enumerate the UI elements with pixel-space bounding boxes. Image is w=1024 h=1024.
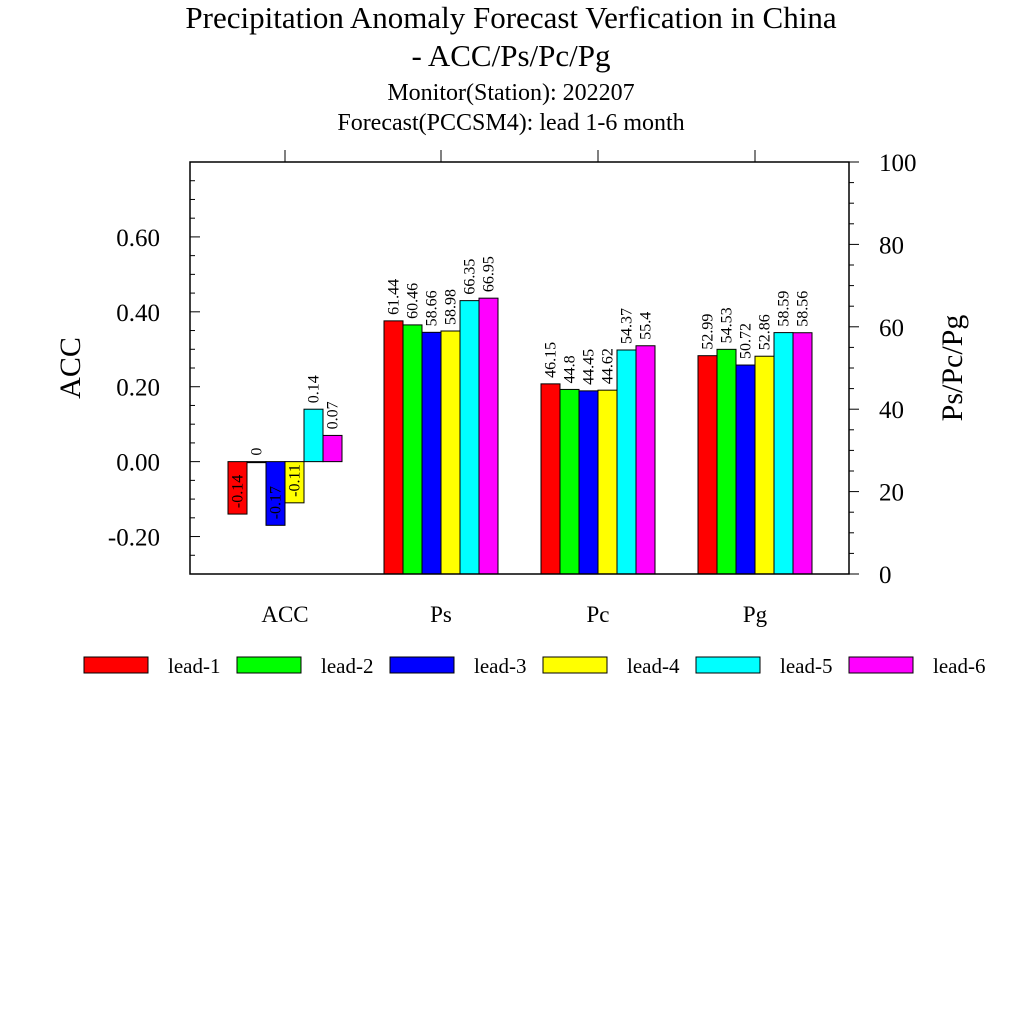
y-axis-left-label: ACC [54, 337, 87, 399]
bar-acc-lead-5 [303, 408, 324, 463]
bar-value-label: 54.53 [719, 307, 736, 343]
bar-ps-lead-4 [440, 330, 461, 575]
bar-value-label: 44.62 [600, 348, 617, 384]
bar-pc-lead-2 [559, 388, 580, 575]
bar-acc-lead-2 [246, 461, 267, 464]
bar-value-label: 58.56 [795, 291, 812, 327]
bar-value-label: -0.11 [287, 464, 304, 497]
bar-pc-lead-1 [540, 383, 561, 575]
x-tick-label: Ps [430, 602, 452, 627]
bar-value-label: 60.46 [405, 283, 422, 319]
chart-title: Precipitation Anomaly Forecast Verficati… [185, 0, 836, 35]
bar-pg-lead-2 [716, 348, 737, 575]
bar-value-label: 0.14 [306, 375, 323, 403]
y-right-tick-label: 80 [879, 232, 904, 259]
y-right-tick-label: 0 [879, 562, 892, 589]
bar-pc-lead-3 [578, 390, 599, 575]
chart-subtitle: Monitor(Station): 202207 [387, 80, 634, 106]
legend-label: lead-1 [168, 654, 220, 678]
legend: lead-1 lead-2 lead-3 lead-4 lead-5 lead-6 [83, 654, 985, 678]
bar-value-label: 58.66 [424, 290, 441, 326]
x-axis: ACC Ps Pc Pg [261, 150, 768, 627]
bar-pg-lead-6 [792, 332, 813, 575]
bar-ps-lead-1 [383, 320, 404, 575]
bar-value-label: 52.86 [757, 314, 774, 350]
y-right-tick-label: 60 [879, 315, 904, 342]
bar-pc-lead-6 [635, 345, 656, 575]
x-tick-label: ACC [261, 602, 308, 627]
bar-value-label: 50.72 [738, 323, 755, 359]
bar-value-label: 52.99 [700, 314, 717, 350]
x-tick-label: Pg [743, 602, 768, 627]
bar-value-label: 54.37 [619, 308, 636, 344]
bar-pc-lead-4 [597, 389, 618, 575]
bar-pc-lead-5 [616, 349, 637, 575]
bar-value-label: 44.45 [581, 349, 598, 385]
bar-acc-lead-6 [322, 434, 343, 463]
bar-value-label: 55.4 [638, 312, 655, 340]
bar-acc-lead-1 [227, 461, 248, 515]
legend-label: lead-5 [780, 654, 832, 678]
bar-pg-lead-1 [697, 355, 718, 575]
bar-value-label: 0.07 [325, 401, 342, 429]
plot-frame [189, 161, 850, 575]
y-left-tick-label: 0.40 [116, 300, 160, 327]
chart-title-line2: - ACC/Ps/Pc/Pg [412, 38, 611, 73]
y-left-tick-label: 0.20 [116, 375, 160, 402]
bar-value-label: -0.17 [268, 486, 285, 519]
legend-swatch-lead-2 [236, 656, 302, 674]
bar-pg-lead-5 [773, 332, 794, 575]
y-right-tick-label: 100 [879, 150, 917, 177]
bar-ps-lead-5 [459, 300, 480, 575]
legend-label: lead-4 [627, 654, 680, 678]
legend-swatch-lead-3 [389, 656, 455, 674]
bar-ps-lead-6 [478, 297, 499, 575]
y-axis-right: 100 80 60 40 20 0 [849, 150, 917, 589]
bar-pg-lead-3 [735, 364, 756, 575]
legend-label: lead-6 [933, 654, 985, 678]
bar-value-label: 58.98 [443, 289, 460, 325]
bar-value-label: 46.15 [543, 342, 560, 378]
y-left-tick-label: 0.00 [116, 450, 160, 477]
bar-value-label: -0.14 [230, 475, 247, 508]
bar-value-label: 61.44 [386, 279, 403, 315]
bar-acc-lead-4 [284, 461, 305, 504]
y-right-tick-label: 40 [879, 397, 904, 424]
legend-swatch-lead-4 [542, 656, 608, 674]
y-axis-right-label: Ps/Pc/Pg [936, 315, 969, 422]
y-left-tick-label: -0.20 [108, 525, 160, 552]
legend-swatch-lead-1 [83, 656, 149, 674]
legend-label: lead-2 [321, 654, 373, 678]
legend-label: lead-3 [474, 654, 526, 678]
bar-value-label: 0 [249, 448, 266, 456]
x-tick-label: Pc [587, 602, 610, 627]
bar-value-label: 58.59 [776, 291, 793, 327]
bar-ps-lead-3 [421, 331, 442, 575]
bar-ps-lead-2 [402, 324, 423, 575]
y-right-tick-label: 20 [879, 480, 904, 507]
bar-value-label: 66.95 [481, 256, 498, 292]
legend-swatch-lead-5 [695, 656, 761, 674]
y-left-tick-label: 0.60 [116, 225, 160, 252]
bar-value-label: 66.35 [462, 259, 479, 295]
legend-swatch-lead-6 [848, 656, 914, 674]
bar-pg-lead-4 [754, 355, 775, 575]
bar-value-label: 44.8 [562, 355, 579, 383]
chart-subtitle-forecast: Forecast(PCCSM4): lead 1-6 month [337, 110, 684, 136]
